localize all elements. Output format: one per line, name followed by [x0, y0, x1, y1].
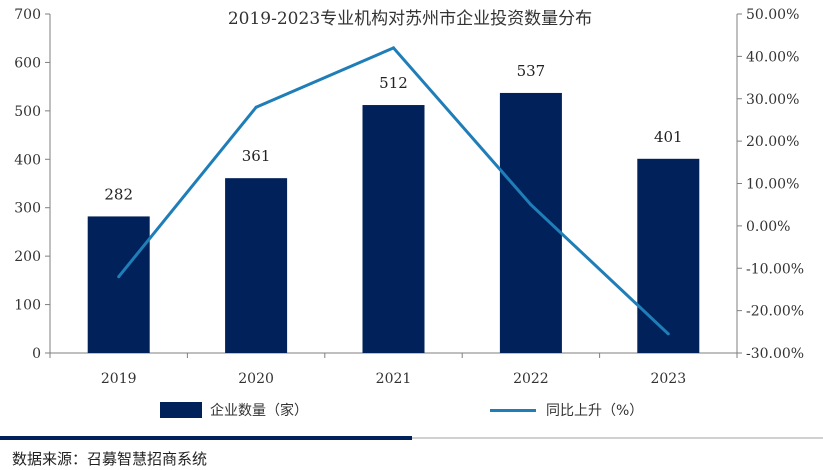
right-tick-label: -10.00% [746, 261, 804, 277]
left-tick-label: 0 [32, 346, 41, 362]
right-tick-label: 40.00% [746, 49, 799, 65]
left-tick-label: 500 [14, 104, 41, 120]
right-tick-label: 0.00% [746, 219, 790, 235]
legend-line-swatch [490, 408, 536, 412]
chart-title: 2019-2023专业机构对苏州市企业投资数量分布 [228, 9, 592, 29]
bar-value-label: 361 [242, 147, 271, 165]
legend-bar-label: 企业数量（家） [210, 403, 308, 419]
right-y-axis: -30.00% -20.00% -10.00% 0.00% 10.00% 20.00% 30… [736, 7, 804, 362]
legend: 企业数量（家） 同比上升（%） [0, 400, 823, 424]
right-tick-label: 30.00% [746, 92, 799, 108]
bar [637, 158, 700, 353]
left-tick-label: 200 [14, 249, 41, 265]
footer-rule [0, 436, 823, 440]
right-tick-label: 50.00% [746, 7, 799, 23]
bar-series: 282 361 512 537 401 [87, 62, 700, 353]
bar [87, 216, 150, 353]
x-tick-label: 2019 [101, 371, 137, 387]
bar-value-label: 537 [517, 62, 546, 80]
source-note: 数据来源：召募智慧招商系统 [12, 450, 208, 468]
x-axis: 2019 2020 2021 2022 2023 [49, 352, 738, 387]
right-tick-label: -30.00% [746, 346, 804, 362]
left-tick-label: 100 [14, 298, 41, 314]
line-series [117, 46, 670, 336]
footer-rule-light [412, 437, 823, 439]
x-tick-label: 2021 [376, 371, 412, 387]
bar-value-label: 512 [379, 74, 408, 92]
x-tick-label: 2022 [513, 371, 549, 387]
left-tick-label: 700 [14, 7, 41, 23]
chart: 2019-2023专业机构对苏州市企业投资数量分布 0 100 200 300 400 5… [14, 7, 804, 387]
growth-point [117, 275, 121, 279]
legend-item-line: 同比上升（%） [490, 400, 643, 420]
left-tick-label: 400 [14, 152, 41, 168]
bar [362, 105, 425, 353]
bar [225, 178, 288, 353]
right-tick-label: 10.00% [746, 177, 799, 193]
growth-point [666, 332, 670, 336]
right-tick-label: 20.00% [746, 134, 799, 150]
left-tick-label: 300 [14, 201, 41, 217]
growth-point [529, 203, 533, 207]
legend-bar-swatch [160, 402, 202, 418]
x-tick-label: 2023 [650, 371, 686, 387]
legend-line-label: 同比上升（%） [546, 403, 644, 419]
bar [499, 92, 562, 353]
left-y-axis: 0 100 200 300 400 500 600 700 [14, 7, 51, 362]
growth-point [254, 105, 258, 109]
footer-rule-dark [0, 436, 412, 440]
left-tick-label: 600 [14, 55, 41, 71]
bar-value-label: 282 [104, 185, 133, 203]
x-tick-label: 2020 [238, 371, 274, 387]
right-tick-label: -20.00% [746, 304, 804, 320]
legend-item-bar: 企业数量（家） [160, 400, 308, 420]
bar-value-label: 401 [654, 128, 683, 146]
growth-point [392, 46, 395, 50]
